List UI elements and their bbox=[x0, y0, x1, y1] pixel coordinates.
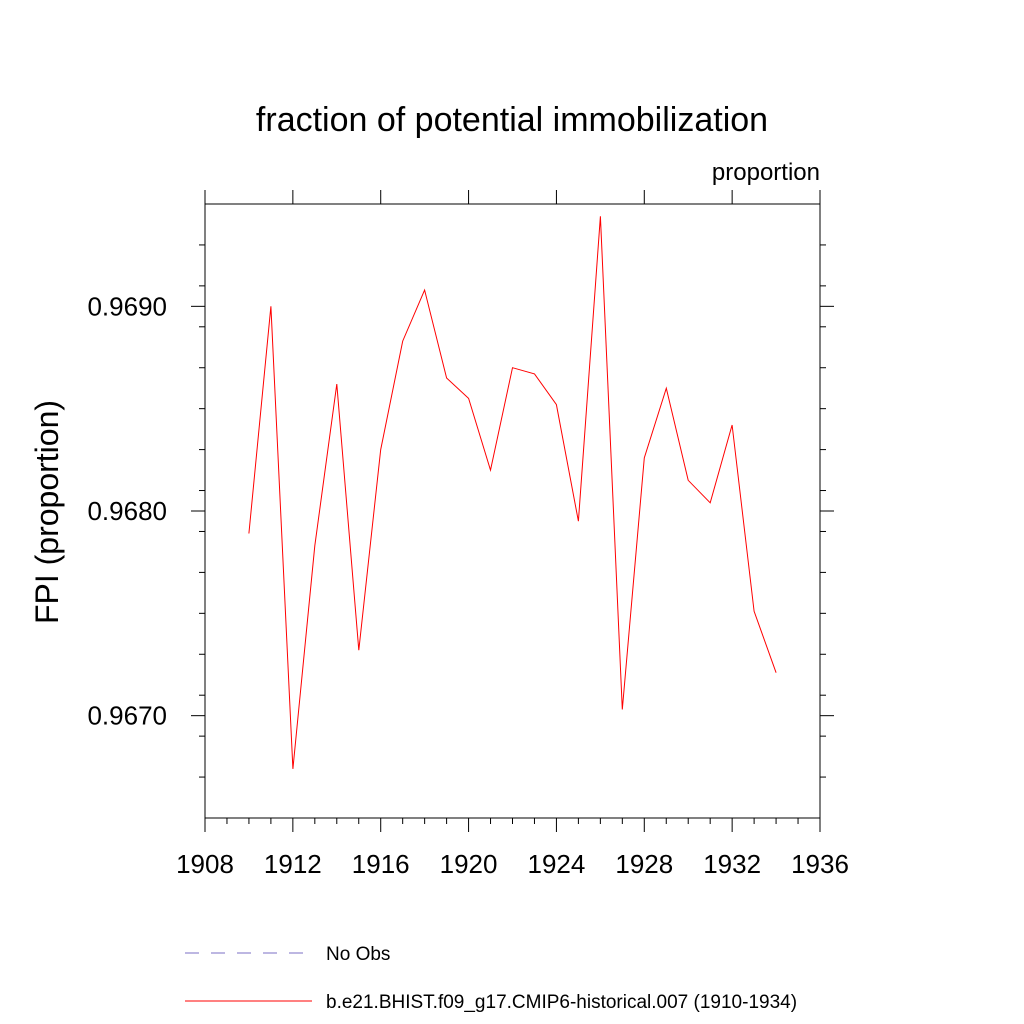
x-tick-label: 1916 bbox=[352, 849, 410, 879]
x-tick-label: 1932 bbox=[703, 849, 761, 879]
x-tick-label: 1908 bbox=[176, 849, 234, 879]
x-tick-label: 1924 bbox=[528, 849, 586, 879]
x-tick-label: 1920 bbox=[440, 849, 498, 879]
x-tick-label: 1936 bbox=[791, 849, 849, 879]
units-label: proportion bbox=[712, 159, 820, 186]
legend: No Obs b.e21.BHIST.f09_g17.CMIP6-historic… bbox=[185, 944, 797, 1013]
y-tick-label: 0.9680 bbox=[87, 496, 167, 526]
series-layer bbox=[248, 216, 777, 769]
series-line bbox=[248, 216, 777, 769]
axis-ticks: 1908 1912 1916 1920 1924 1928 1932 1936 0.9670 0.… bbox=[87, 190, 849, 879]
x-tick-label: 1912 bbox=[264, 849, 322, 879]
y-axis-label: FPI (proportion) bbox=[29, 400, 65, 624]
legend-label: b.e21.BHIST.f09_g17.CMIP6-historical.007… bbox=[326, 992, 797, 1013]
x-tick-label: 1928 bbox=[615, 849, 673, 879]
y-tick-label: 0.9670 bbox=[87, 701, 167, 731]
chart-title: fraction of potential immobilization bbox=[256, 101, 768, 139]
legend-label: No Obs bbox=[326, 944, 390, 965]
y-tick-label: 0.9690 bbox=[87, 291, 167, 321]
